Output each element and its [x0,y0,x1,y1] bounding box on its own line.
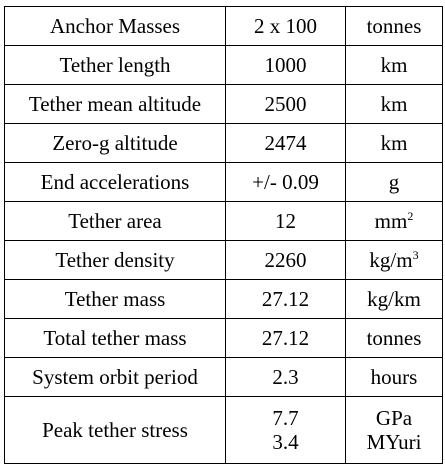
table-row: System orbit period 2.3 hours [4,357,443,397]
table-body: Anchor Masses 2 x 100 tonnes Tether length 1… [4,6,443,464]
table-cell: 2 x 100 [225,6,346,46]
table-row: Zero-g altitude 2474 km [4,123,443,163]
cell-line: MYuri [366,430,422,454]
cell-text: 2500 [264,91,307,116]
table-cell: tonnes [345,318,443,358]
cell-text: 27.12 [261,325,310,350]
cell-text: 12 [275,208,296,233]
cell-text: tonnes [366,325,422,350]
cell-text: km [380,130,408,155]
table-cell: mm2 [345,201,443,241]
unit-exponent: 2 [407,208,414,223]
table-row: End accelerations +/- 0.09 g [4,162,443,202]
cell-text: Tether mass [64,286,166,311]
unit-base: kg/m [369,247,413,272]
table-row: Tether mean altitude 2500 km [4,84,443,124]
table-row: Peak tether stress 7.7 3.4 GPa MYuri [4,396,443,464]
cell-text: km [380,52,408,77]
data-table: Anchor Masses 2 x 100 tonnes Tether length 1… [4,6,443,464]
cell-text: g [388,169,400,194]
cell-text: Total tether mass [43,325,187,350]
cell-text: hours [370,364,418,389]
table-cell: 2474 [225,123,346,163]
cell-text: tonnes [366,13,422,38]
cell-text: kg/km [367,286,421,311]
cell-text: System orbit period [32,364,198,389]
unit-exponent: 3 [412,247,419,262]
cell-text: Anchor Masses [49,13,181,38]
table-cell: 7.7 3.4 [225,396,346,464]
table-row: Tether length 1000 km [4,45,443,85]
cell-line: GPa [375,405,413,430]
table-cell: Anchor Masses [4,6,226,46]
cell-text: 2260 [264,247,307,272]
cell-text: 2474 [264,130,307,155]
cell-text: Zero-g altitude [52,130,178,155]
cell-line: 3.4 [272,430,299,454]
cell-text: Tether mean altitude [28,91,202,116]
cell-text: Tether density [55,247,175,272]
table-cell: System orbit period [4,357,226,397]
table-cell: 2500 [225,84,346,124]
cell-text: 2.3 [272,364,299,389]
cell-text: 1000 [264,52,307,77]
table-cell: 2260 [225,240,346,280]
table-row: Tether mass 27.12 kg/km [4,279,443,319]
table-cell: 2.3 [225,357,346,397]
table-cell: Tether mean altitude [4,84,226,124]
unit-base: mm [374,208,408,233]
table-cell: g [345,162,443,202]
table-cell: kg/km [345,279,443,319]
cell-line: 7.7 [272,405,299,430]
table-row: Tether density 2260 kg/m3 [4,240,443,280]
cell-text: Peak tether stress [42,417,188,442]
table-cell: 12 [225,201,346,241]
cell-text: Tether length [59,52,171,77]
table-cell: +/- 0.09 [225,162,346,202]
table-cell: km [345,84,443,124]
cell-text: +/- 0.09 [252,169,319,194]
table-cell: Tether mass [4,279,226,319]
table-cell: End accelerations [4,162,226,202]
table-cell: GPa MYuri [345,396,443,464]
table-cell: Peak tether stress [4,396,226,464]
cell-text: km [380,91,408,116]
table-cell: Tether density [4,240,226,280]
table-cell: Tether length [4,45,226,85]
table-cell: km [345,45,443,85]
cell-text: Tether area [68,208,162,233]
table-cell: Total tether mass [4,318,226,358]
table-cell: 27.12 [225,279,346,319]
table-row: Tether area 12 mm2 [4,201,443,241]
table-cell: Tether area [4,201,226,241]
cell-text: End accelerations [40,169,190,194]
table-row: Total tether mass 27.12 tonnes [4,318,443,358]
table-cell: km [345,123,443,163]
table-row: Anchor Masses 2 x 100 tonnes [4,6,443,46]
cell-text: 2 x 100 [254,13,317,38]
table-cell: Zero-g altitude [4,123,226,163]
table-cell: hours [345,357,443,397]
table-cell: 1000 [225,45,346,85]
table-cell: kg/m3 [345,240,443,280]
cell-text: 27.12 [261,286,310,311]
table-cell: 27.12 [225,318,346,358]
table-cell: tonnes [345,6,443,46]
